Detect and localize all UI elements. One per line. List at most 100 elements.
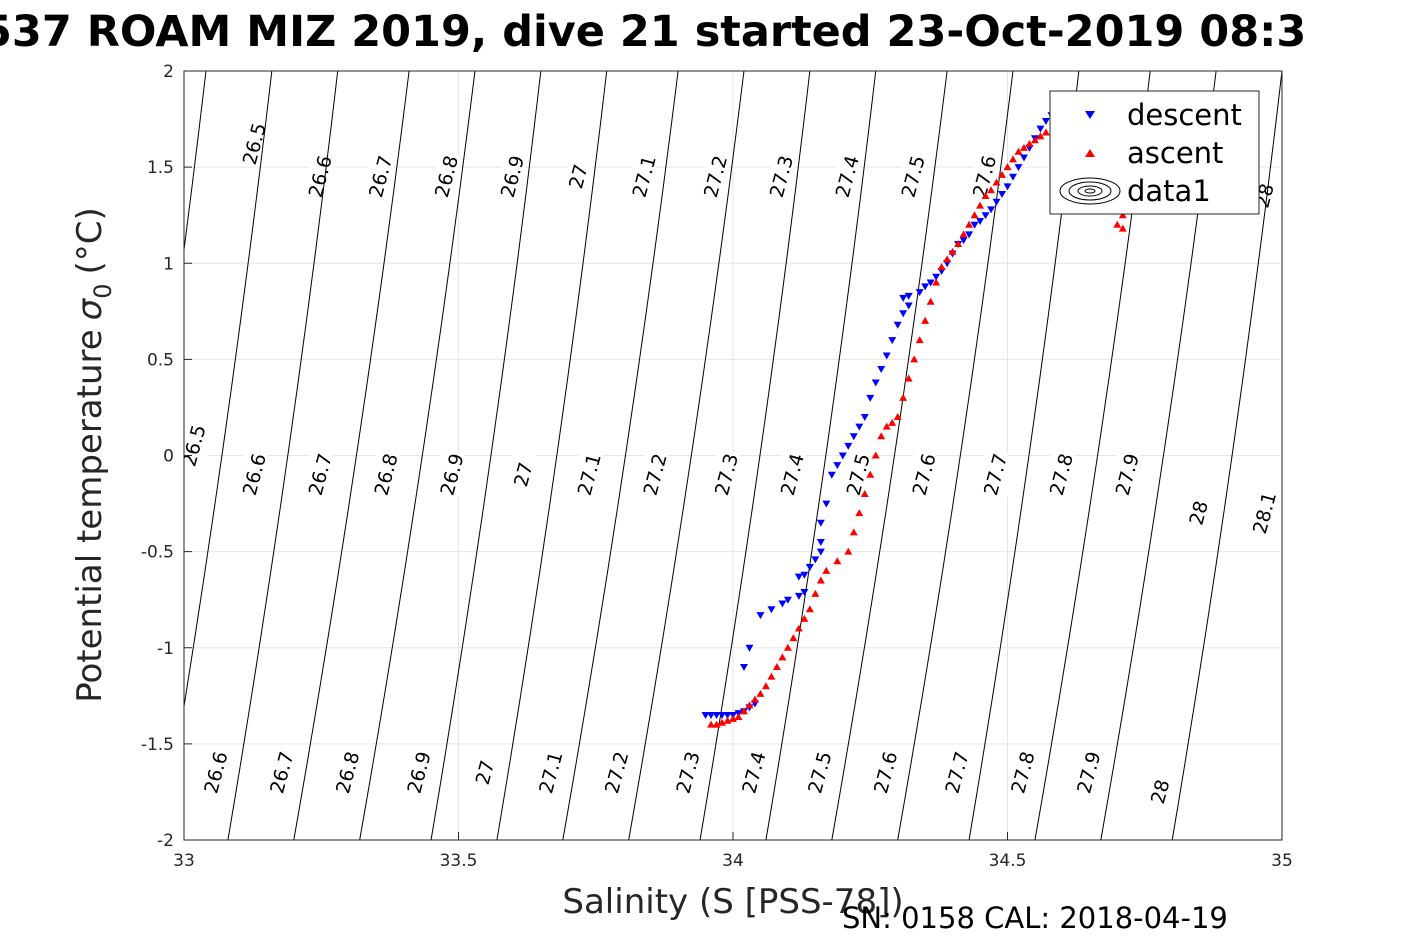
ascent-point (739, 707, 748, 715)
ascent-point (1041, 128, 1050, 136)
ascent-point (811, 589, 820, 597)
density-contour-label-bg (847, 452, 872, 497)
ascent-point (822, 566, 831, 574)
y-tick-label: -1.5 (141, 735, 174, 755)
descent-point (970, 221, 979, 229)
descent-point (723, 712, 732, 720)
chart-title: 537 ROAM MIZ 2019, dive 21 started 23-Oc… (0, 7, 1306, 57)
descent-point (707, 712, 716, 720)
density-contour-label-bg (408, 750, 433, 795)
descent-point (800, 588, 809, 596)
density-contour-label-bg (984, 452, 1009, 497)
descent-point (805, 564, 814, 572)
descent-point (926, 279, 935, 287)
ascent-point (860, 489, 869, 497)
descent-point (816, 519, 825, 527)
density-contour-label-bg (375, 452, 400, 497)
ascent-point (718, 718, 727, 726)
ascent-point (970, 211, 979, 219)
ascent-point (767, 672, 776, 680)
descent-point (800, 571, 809, 579)
descent-point (860, 414, 869, 422)
y-tick-label: 1 (163, 254, 174, 274)
density-contour-label-bg (369, 154, 394, 199)
legend-ascent-marker (1085, 149, 1095, 157)
ascent-point (1118, 211, 1127, 219)
density-contour-label-bg (539, 750, 564, 795)
ascent-point (1113, 220, 1122, 228)
density-contour-label-bg (1077, 750, 1102, 795)
x-tick-label: 33 (173, 851, 195, 871)
ascent-point (965, 220, 974, 228)
descent-point (849, 433, 858, 441)
x-tick-label: 35 (1271, 851, 1293, 871)
descent-point (701, 712, 710, 720)
density-contour-line (496, 71, 608, 840)
ascent-point (734, 712, 743, 720)
ascent-point (871, 451, 880, 459)
ascent-point (855, 509, 864, 517)
descent-point (794, 573, 803, 581)
density-contour-label-bg (836, 154, 861, 199)
density-contour-line (765, 71, 877, 840)
ascent-point (789, 634, 798, 642)
density-contour-label-bg (336, 750, 361, 795)
descent-point (904, 292, 913, 300)
ascent-point (981, 191, 990, 199)
density-contour-label-bg (742, 750, 767, 795)
density-contour-label-bg (913, 452, 938, 497)
descent-point (745, 644, 754, 652)
ascent-point (992, 178, 1001, 186)
density-contour-label-bg (204, 750, 229, 795)
descent-point (767, 606, 776, 614)
legend-descent-label: descent (1127, 98, 1242, 132)
density-contour-label-bg (1253, 491, 1278, 536)
ascent-point (712, 720, 721, 728)
density-contour-line (293, 71, 410, 840)
ascent-point (1118, 224, 1127, 232)
descent-point (756, 612, 765, 620)
ascent-point (1014, 147, 1023, 155)
ascent-point (915, 336, 924, 344)
ascent-point (1030, 136, 1039, 144)
descent-point (816, 548, 825, 556)
density-contour-line (699, 71, 811, 840)
density-contour-label-bg (605, 750, 630, 795)
descent-point (893, 321, 902, 329)
descent-point (1036, 125, 1045, 133)
ascent-point (948, 247, 957, 255)
y-tick-label: 2 (163, 62, 174, 82)
y-axis-label-text: Potential temperature (70, 329, 110, 702)
descent-point (921, 283, 930, 291)
y-axis-label: Potential temperature σ0 (°C) (70, 207, 117, 703)
ascent-point (833, 557, 842, 565)
descent-point (1014, 164, 1023, 172)
descent-point (1003, 183, 1012, 191)
descent-point (866, 394, 875, 402)
descent-point (899, 310, 908, 318)
y-axis-label-symbol: σ (70, 297, 110, 320)
data-points (701, 106, 1127, 728)
descent-point (1041, 117, 1050, 125)
density-contour-label-bg (1149, 769, 1174, 814)
density-contour-label-bg (435, 154, 460, 199)
descent-point (904, 302, 913, 310)
ascent-point (921, 316, 930, 324)
descent-point (998, 191, 1007, 199)
density-contour-label-bg (512, 452, 537, 497)
descent-point (822, 500, 831, 508)
density-contour-label-bg (578, 452, 603, 497)
y-tick-label: 1.5 (147, 158, 174, 178)
ascent-point (783, 643, 792, 651)
density-contour-line (430, 71, 542, 840)
ascent-point (844, 547, 853, 555)
ascent-point (904, 374, 913, 382)
legend: descent ascent data1 (1049, 90, 1260, 215)
descent-point (816, 539, 825, 547)
density-contour-line (184, 71, 207, 254)
legend-data1-contour-icon (1059, 177, 1121, 205)
legend-box (1049, 90, 1260, 215)
density-contour-label-bg (309, 154, 334, 199)
descent-point (915, 289, 924, 297)
